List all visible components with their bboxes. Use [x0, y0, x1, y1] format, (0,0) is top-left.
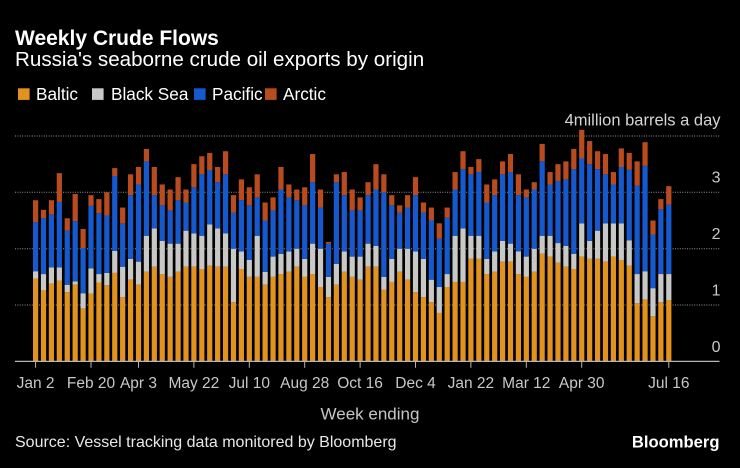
svg-text:Source: Vessel tracking data m: Source: Vessel tracking data monitored b… — [15, 434, 397, 451]
svg-text:Oct 16: Oct 16 — [337, 375, 383, 392]
svg-text:Mar 12: Mar 12 — [502, 375, 550, 392]
svg-text:Jan 2: Jan 2 — [17, 375, 55, 392]
svg-text:4million barrels a day: 4million barrels a day — [565, 112, 722, 130]
svg-text:Apr 30: Apr 30 — [559, 375, 605, 392]
svg-text:2: 2 — [712, 226, 721, 243]
svg-text:Pacific: Pacific — [212, 84, 263, 104]
svg-text:Dec 4: Dec 4 — [395, 375, 436, 392]
svg-text:Jan 22: Jan 22 — [448, 375, 495, 392]
svg-text:Black Sea: Black Sea — [111, 84, 189, 104]
svg-text:Bloomberg: Bloomberg — [632, 433, 720, 452]
svg-text:Apr 3: Apr 3 — [120, 375, 157, 392]
svg-text:Feb 20: Feb 20 — [67, 375, 116, 392]
svg-text:Weekly Crude Flows: Weekly Crude Flows — [15, 27, 219, 50]
svg-text:Week ending: Week ending — [321, 405, 420, 424]
svg-text:Baltic: Baltic — [36, 84, 78, 104]
svg-text:Aug 28: Aug 28 — [280, 375, 329, 392]
svg-text:Arctic: Arctic — [283, 84, 326, 104]
svg-text:1: 1 — [712, 282, 721, 299]
svg-text:0: 0 — [712, 339, 721, 356]
svg-text:Jul 10: Jul 10 — [229, 375, 271, 392]
svg-text:Russia's seaborne crude oil ex: Russia's seaborne crude oil exports by o… — [15, 48, 424, 71]
svg-text:Jul 16: Jul 16 — [648, 375, 689, 392]
svg-text:May 22: May 22 — [168, 375, 219, 392]
svg-text:3: 3 — [712, 170, 721, 187]
